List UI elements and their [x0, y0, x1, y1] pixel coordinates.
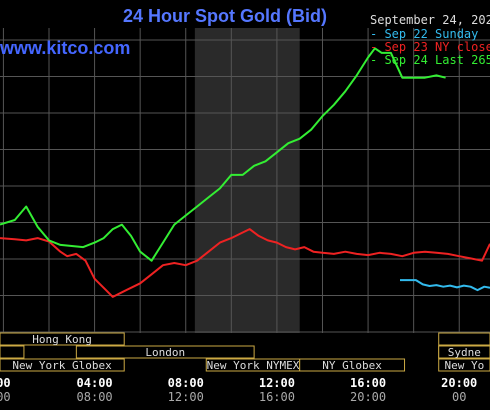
market-session-label: New Yo	[444, 359, 484, 372]
series-layer	[0, 47, 490, 298]
chart-title: 24 Hour Spot Gold (Bid)	[123, 6, 327, 26]
market-sessions: Hong Kong London New York Globex New York N…	[0, 332, 490, 372]
x-tick-label-secondary: 00	[452, 390, 466, 404]
x-tick-label-secondary: 16:00	[259, 390, 295, 404]
legend-entry: - Sep 24 Last 2657	[370, 53, 490, 67]
market-session-label: New York NYMEX	[207, 359, 300, 372]
market-session-label: New York Globex	[12, 359, 112, 372]
x-tick-label: 00	[0, 376, 11, 390]
x-tick-label-secondary: 20:00	[350, 390, 386, 404]
market-session-label: Hong Kong	[32, 333, 92, 346]
date-label: September 24, 202	[370, 13, 490, 27]
x-tick-label: 08:00	[168, 376, 204, 390]
market-session-box	[0, 332, 125, 346]
x-tick-label: 12:00	[259, 376, 295, 390]
market-session-box	[0, 358, 125, 372]
market-session-box	[75, 345, 255, 359]
x-tick-label-secondary: 12:00	[168, 390, 204, 404]
x-tick-label-secondary: 08:00	[77, 390, 113, 404]
market-session-label: London	[145, 346, 185, 359]
market-session-box	[0, 345, 25, 359]
market-session-label: NY Globex	[322, 359, 382, 372]
series-line-1	[400, 279, 490, 292]
market-session-label: Sydne	[448, 346, 481, 359]
x-tick-label: 16:00	[350, 376, 386, 390]
nymex-session-shade	[194, 28, 300, 333]
legend: - Sep 22 Sunday- Sep 23 NY close- Sep 24…	[370, 27, 490, 67]
legend-entry: - Sep 23 NY close	[370, 40, 490, 54]
x-tick-label: 20:00	[441, 376, 477, 390]
x-tick-label-secondary: 00	[0, 390, 11, 404]
brand-watermark: www.kitco.com	[0, 38, 130, 58]
series-line-2	[0, 228, 490, 298]
x-tick-label: 04:00	[77, 376, 113, 390]
series-line-3	[0, 47, 446, 262]
legend-entry: - Sep 22 Sunday	[370, 27, 478, 41]
x-axis: 000004:0008:0008:0012:0012:0016:0016:002…	[0, 376, 477, 404]
grid	[0, 28, 490, 333]
market-session-box	[299, 358, 406, 372]
market-session-box	[438, 332, 490, 346]
